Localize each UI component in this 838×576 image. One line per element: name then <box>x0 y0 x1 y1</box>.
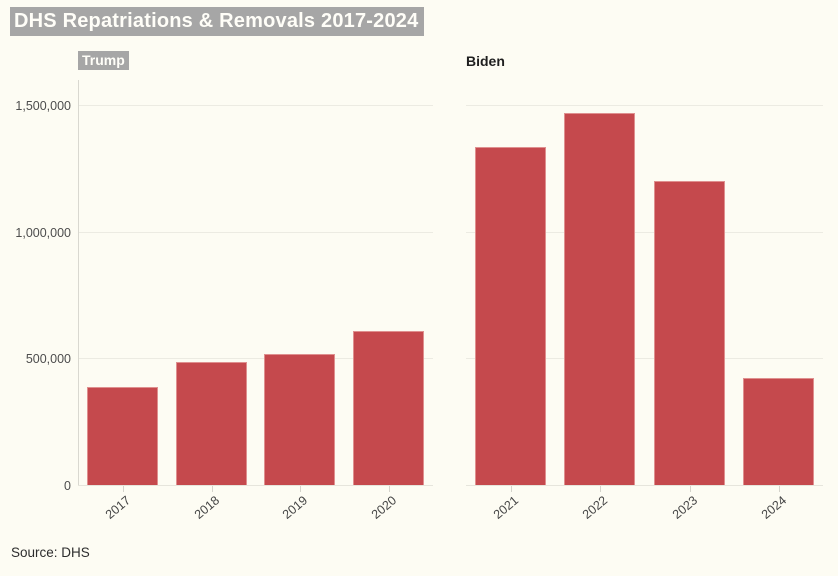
x-axis-tick-2017 <box>123 486 124 492</box>
y-axis-tick-label: 0 <box>64 479 71 493</box>
x-axis-label-2018: 2018 <box>191 493 222 522</box>
bar-2023 <box>654 181 725 485</box>
bar-2018 <box>176 362 247 485</box>
panel-label-biden: Biden <box>466 53 505 69</box>
y-axis-tick-label: 500,000 <box>25 352 71 366</box>
x-axis-baseline <box>78 485 433 486</box>
source-note: Source: DHS <box>11 545 90 560</box>
bar-2021 <box>475 147 546 485</box>
gridline-500000 <box>466 358 823 359</box>
y-axis-line <box>78 80 79 485</box>
x-axis-tick-2018 <box>212 486 213 492</box>
bar-2024 <box>743 378 814 485</box>
y-axis-tick-label: 1,500,000 <box>15 99 71 113</box>
bar-2019 <box>264 354 335 485</box>
x-axis-tick-2022 <box>600 486 601 492</box>
x-axis-label-2020: 2020 <box>368 493 399 522</box>
gridline-1500000 <box>79 105 433 106</box>
bar-2020 <box>353 331 424 485</box>
x-axis-label-2021: 2021 <box>490 493 521 522</box>
x-axis-label-2022: 2022 <box>579 493 610 522</box>
x-axis-label-2024: 2024 <box>758 493 789 522</box>
chart-title: DHS Repatriations & Removals 2017-2024 <box>10 7 425 36</box>
x-axis-tick-2019 <box>300 486 301 492</box>
bar-2017 <box>87 387 158 485</box>
x-axis-tick-2024 <box>779 486 780 492</box>
x-axis-tick-2023 <box>690 486 691 492</box>
x-axis-label-2023: 2023 <box>669 493 700 522</box>
gridline-500000 <box>79 358 433 359</box>
x-axis-tick-2021 <box>511 486 512 492</box>
gridline-1000000 <box>466 232 823 233</box>
panel-label-trump: Trump <box>78 51 129 70</box>
bar-2022 <box>564 113 635 485</box>
x-axis-baseline <box>466 485 823 486</box>
x-axis-tick-2020 <box>389 486 390 492</box>
x-axis-label-2019: 2019 <box>279 493 310 522</box>
x-axis-label-2017: 2017 <box>102 493 133 522</box>
gridline-1500000 <box>466 105 823 106</box>
gridline-1000000 <box>79 232 433 233</box>
y-axis-tick-label: 1,000,000 <box>15 226 71 240</box>
